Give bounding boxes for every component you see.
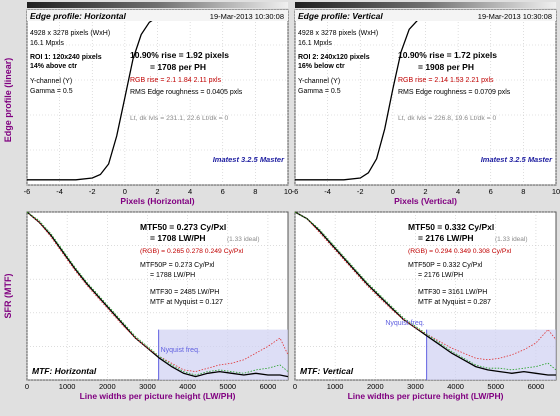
x-tick-label: 0 xyxy=(293,382,297,391)
mtf-panel-title: MTF: Vertical xyxy=(300,366,354,376)
edge-panel: -6 -4 -2 0 2 4 6 8 10 Pixels (Vertical) Edge profi… xyxy=(292,10,560,206)
megapixels: 16.1 Mpxls xyxy=(30,40,64,47)
x-tick-label: 5000 xyxy=(487,382,504,391)
mtf50-lwph: = 1708 LW/PH xyxy=(150,233,206,243)
x-tick-label: 4000 xyxy=(179,382,196,391)
x-tick-label: -4 xyxy=(56,187,63,196)
ideal-note: (1.33 ideal) xyxy=(227,236,260,243)
x-tick-label: -6 xyxy=(24,187,31,196)
mtf-ylabel: SFR (MTF) xyxy=(3,274,13,319)
x-tick-label: 4 xyxy=(188,187,192,196)
light-dark-levels: Lt, dk lvls = 226.8, 19.6 Lt/dk = 0 xyxy=(398,115,496,122)
x-tick-label: 5000 xyxy=(219,382,236,391)
rise-per-ph: = 1708 per PH xyxy=(150,62,206,72)
x-axis-label: Pixels (Horizontal) xyxy=(120,196,194,206)
x-tick-label: 2000 xyxy=(367,382,384,391)
rgb-mtf50: (RGB) = 0.265 0.278 0.249 Cy/Pxl xyxy=(140,248,244,255)
x-tick-label: 8 xyxy=(521,187,525,196)
mtf-nyquist: MTF at Nyquist = 0.127 xyxy=(150,299,223,306)
channel: Y-channel (Y) xyxy=(298,78,340,85)
x-axis-label: Pixels (Vertical) xyxy=(394,196,457,206)
roi-position: 14% above ctr xyxy=(30,63,77,70)
channel: Y-channel (Y) xyxy=(30,78,72,85)
x-tick-label: -2 xyxy=(89,187,96,196)
x-tick-label: 4000 xyxy=(447,382,464,391)
x-tick-label: 0 xyxy=(123,187,127,196)
x-tick-label: 0 xyxy=(25,382,29,391)
mtf50-value: MTF50 = 0.332 Cy/Pxl xyxy=(408,222,494,232)
tone-strip xyxy=(295,2,556,8)
x-axis-label: Line widths per picture height (LW/PH) xyxy=(348,391,504,401)
imatest-watermark: Imatest 3.2.5 Master xyxy=(213,155,285,164)
roi-size: ROI 2: 240x120 pixels xyxy=(298,54,370,61)
x-tick-label: 8 xyxy=(253,187,257,196)
mtf50p-lwph: = 1788 LW/PH xyxy=(150,272,195,279)
light-dark-levels: Lt, dk lvls = 231.1, 22.6 Lt/dk = 0 xyxy=(130,115,228,122)
edge-ylabel: Edge profile (linear) xyxy=(3,58,13,143)
x-tick-label: -4 xyxy=(324,187,331,196)
mtf-panel-title: MTF: Horizontal xyxy=(32,366,97,376)
mtf-panel: 0 1000 2000 3000 4000 5000 6000 Line widths per… xyxy=(25,212,288,401)
gamma: Gamma = 0.5 xyxy=(298,88,341,95)
panel-title: Edge profile: Vertical xyxy=(298,11,383,21)
mtf-panel: 0 1000 2000 3000 4000 5000 6000 Line widths per… xyxy=(293,212,556,401)
megapixels: 16.1 Mpxls xyxy=(298,40,332,47)
x-tick-label: -2 xyxy=(357,187,364,196)
x-tick-label: 1000 xyxy=(327,382,344,391)
ideal-note: (1.33 ideal) xyxy=(495,236,528,243)
rise-value: 10.90% rise = 1.72 pixels xyxy=(398,50,497,60)
x-tick-label: 1000 xyxy=(59,382,76,391)
x-tick-label: 6000 xyxy=(528,382,545,391)
mtf50-value: MTF50 = 0.273 Cy/Pxl xyxy=(140,222,226,232)
x-tick-label: 6 xyxy=(221,187,225,196)
timestamp: 19-Mar-2013 10:30:08 xyxy=(478,12,552,21)
x-tick-label: 2 xyxy=(155,187,159,196)
x-tick-label: 6000 xyxy=(260,382,277,391)
mtf50-lwph: = 2176 LW/PH xyxy=(418,233,474,243)
edge-roughness: RMS Edge roughness = 0.0709 pxls xyxy=(398,89,511,96)
edge-roughness: RMS Edge roughness = 0.0405 pxls xyxy=(130,89,243,96)
mtf30-value: MTF30 = 3161 LW/PH xyxy=(418,289,487,296)
nyquist-label: Nyquist freq. xyxy=(161,347,200,354)
roi-position: 16% below ctr xyxy=(298,63,345,70)
rgb-rise: RGB rise = 2.14 1.53 2.21 pxls xyxy=(398,77,494,84)
timestamp: 19-Mar-2013 10:30:08 xyxy=(210,12,284,21)
rgb-rise: RGB rise = 2.1 1.84 2.11 pxls xyxy=(130,77,222,84)
mtf50p-value: MTF50P = 0.273 Cy/Pxl xyxy=(140,262,215,269)
x-axis-label: Line widths per picture height (LW/PH) xyxy=(80,391,236,401)
gamma: Gamma = 0.5 xyxy=(30,88,73,95)
x-tick-label: 0 xyxy=(391,187,395,196)
mtf-nyquist: MTF at Nyquist = 0.287 xyxy=(418,299,491,306)
panel-title: Edge profile: Horizontal xyxy=(30,11,127,21)
x-tick-label: 10 xyxy=(552,187,560,196)
nyquist-label: Nyquist freq. xyxy=(385,320,424,327)
image-dims: 4928 x 3278 pixels (WxH) xyxy=(30,30,110,37)
x-tick-label: 3000 xyxy=(407,382,424,391)
x-tick-label: 6 xyxy=(489,187,493,196)
mtf50p-lwph: = 2176 LW/PH xyxy=(418,272,463,279)
tone-strip xyxy=(27,2,288,8)
rise-value: 10.90% rise = 1.92 pixels xyxy=(130,50,229,60)
x-tick-label: 2 xyxy=(423,187,427,196)
imatest-watermark: Imatest 3.2.5 Master xyxy=(481,155,553,164)
x-tick-label: 3000 xyxy=(139,382,156,391)
roi-size: ROI 1: 120x240 pixels xyxy=(30,54,102,61)
mtf50p-value: MTF50P = 0.332 Cy/Pxl xyxy=(408,262,483,269)
x-tick-label: 2000 xyxy=(99,382,116,391)
image-dims: 4928 x 3278 pixels (WxH) xyxy=(298,30,378,37)
rise-per-ph: = 1908 per PH xyxy=(418,62,474,72)
x-tick-label: 4 xyxy=(456,187,460,196)
x-tick-label: -6 xyxy=(292,187,299,196)
mtf30-value: MTF30 = 2485 LW/PH xyxy=(150,289,219,296)
rgb-mtf50: (RGB) = 0.294 0.349 0.308 Cy/Pxl xyxy=(408,248,512,255)
nyquist-region xyxy=(427,330,556,380)
